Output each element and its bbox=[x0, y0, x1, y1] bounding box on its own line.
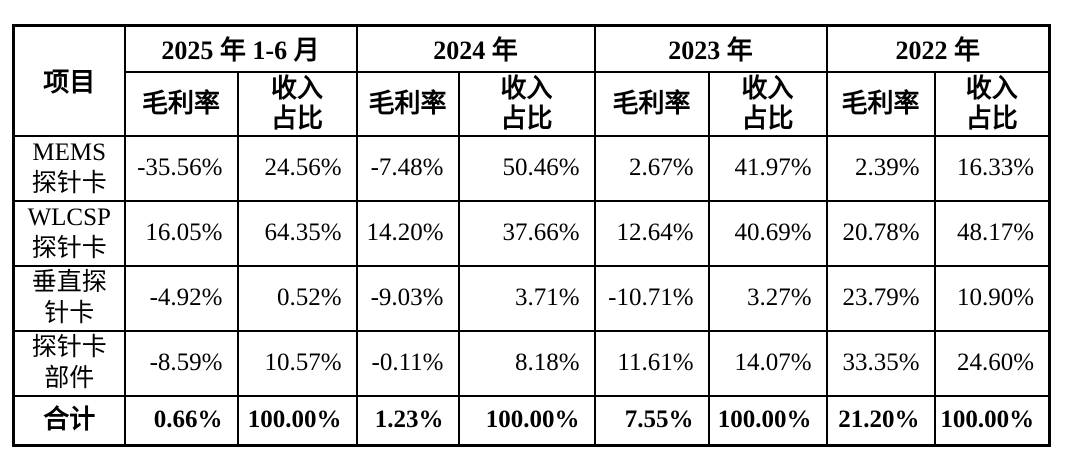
cell-value: -9.03% bbox=[355, 264, 460, 332]
cell-value: 12.64% bbox=[593, 199, 710, 267]
cell-value: 2.67% bbox=[593, 134, 710, 202]
cell-value: 10.57% bbox=[236, 329, 358, 397]
table-row-wlcsp-probe-card: WLCSP 探针卡 16.05% 64.35% 14.20% 37.66% 12… bbox=[12, 199, 1051, 267]
subheader-margin-2025h1: 毛利率 bbox=[123, 70, 239, 137]
cell-value: 64.35% bbox=[236, 199, 358, 267]
cell-value: 8.18% bbox=[457, 329, 596, 397]
subheader-share-2022: 收入 占比 bbox=[933, 70, 1051, 137]
table-row-mems-probe-card: MEMS 探针卡 -35.56% 24.56% -7.48% 50.46% 2.… bbox=[12, 134, 1051, 202]
total-cell-value: 100.00% bbox=[457, 394, 596, 447]
cell-value: 37.66% bbox=[457, 199, 596, 267]
cell-value: 3.71% bbox=[457, 264, 596, 332]
subheader-share-2025h1: 收入 占比 bbox=[236, 70, 358, 137]
subheader-margin-2024: 毛利率 bbox=[355, 70, 460, 137]
cell-value: -8.59% bbox=[123, 329, 239, 397]
row-label: 垂直探 针卡 bbox=[12, 264, 126, 332]
cell-value: 48.17% bbox=[933, 199, 1051, 267]
table-row-vertical-probe-card: 垂直探 针卡 -4.92% 0.52% -9.03% 3.71% -10.71%… bbox=[12, 264, 1051, 332]
total-cell-value: 0.66% bbox=[123, 394, 239, 447]
total-cell-value: 100.00% bbox=[933, 394, 1051, 447]
total-cell-value: 21.20% bbox=[825, 394, 936, 447]
cell-value: 50.46% bbox=[457, 134, 596, 202]
cell-value: 11.61% bbox=[593, 329, 710, 397]
cell-value: -35.56% bbox=[123, 134, 239, 202]
cell-value: 16.33% bbox=[933, 134, 1051, 202]
cell-value: 41.97% bbox=[707, 134, 828, 202]
cell-value: 16.05% bbox=[123, 199, 239, 267]
cell-value: 24.56% bbox=[236, 134, 358, 202]
row-label: MEMS 探针卡 bbox=[12, 134, 126, 202]
cell-value: 0.52% bbox=[236, 264, 358, 332]
cell-value: -7.48% bbox=[355, 134, 460, 202]
cell-value: 24.60% bbox=[933, 329, 1051, 397]
year-header-2023: 2023 年 bbox=[593, 24, 828, 73]
subheader-margin-2022: 毛利率 bbox=[825, 70, 936, 137]
cell-value: -0.11% bbox=[355, 329, 460, 397]
table-row-probe-card-parts: 探针卡 部件 -8.59% 10.57% -0.11% 8.18% 11.61%… bbox=[12, 329, 1051, 397]
header-row-years: 项目 2025 年 1-6 月 2024 年 2023 年 2022 年 bbox=[12, 24, 1051, 137]
year-header-2025h1: 2025 年 1-6 月 bbox=[123, 24, 358, 73]
cell-value: 10.90% bbox=[933, 264, 1051, 332]
year-header-2024: 2024 年 bbox=[355, 24, 596, 73]
subheader-share-2024: 收入 占比 bbox=[457, 70, 596, 137]
cell-value: 40.69% bbox=[707, 199, 828, 267]
cell-value: -10.71% bbox=[593, 264, 710, 332]
total-cell-value: 100.00% bbox=[236, 394, 358, 447]
cell-value: 23.79% bbox=[825, 264, 936, 332]
margin-revenue-table-container: 项目 2025 年 1-6 月 2024 年 2023 年 2022 年 毛利率… bbox=[12, 24, 1052, 447]
row-label: WLCSP 探针卡 bbox=[12, 199, 126, 267]
year-header-2022: 2022 年 bbox=[825, 24, 1051, 73]
cell-value: -4.92% bbox=[123, 264, 239, 332]
margin-revenue-table: 项目 2025 年 1-6 月 2024 年 2023 年 2022 年 毛利率… bbox=[12, 24, 1052, 447]
subheader-margin-2023: 毛利率 bbox=[593, 70, 710, 137]
cell-value: 2.39% bbox=[825, 134, 936, 202]
total-cell-value: 7.55% bbox=[593, 394, 710, 447]
row-label: 探针卡 部件 bbox=[12, 329, 126, 397]
item-column-header: 项目 bbox=[12, 24, 126, 137]
cell-value: 14.20% bbox=[355, 199, 460, 267]
header-row-metrics: 毛利率 收入 占比 毛利率 收入 占比 毛利率 收入 占比 毛利率 收入 占比 bbox=[14, 70, 1051, 137]
cell-value: 14.07% bbox=[707, 329, 828, 397]
cell-value: 3.27% bbox=[707, 264, 828, 332]
cell-value: 20.78% bbox=[825, 199, 936, 267]
table-row-total: 合计 0.66% 100.00% 1.23% 100.00% 7.55% 100… bbox=[12, 394, 1051, 447]
subheader-share-2023: 收入 占比 bbox=[707, 70, 828, 137]
total-row-label: 合计 bbox=[12, 394, 126, 447]
total-cell-value: 100.00% bbox=[707, 394, 828, 447]
cell-value: 33.35% bbox=[825, 329, 936, 397]
total-cell-value: 1.23% bbox=[355, 394, 460, 447]
